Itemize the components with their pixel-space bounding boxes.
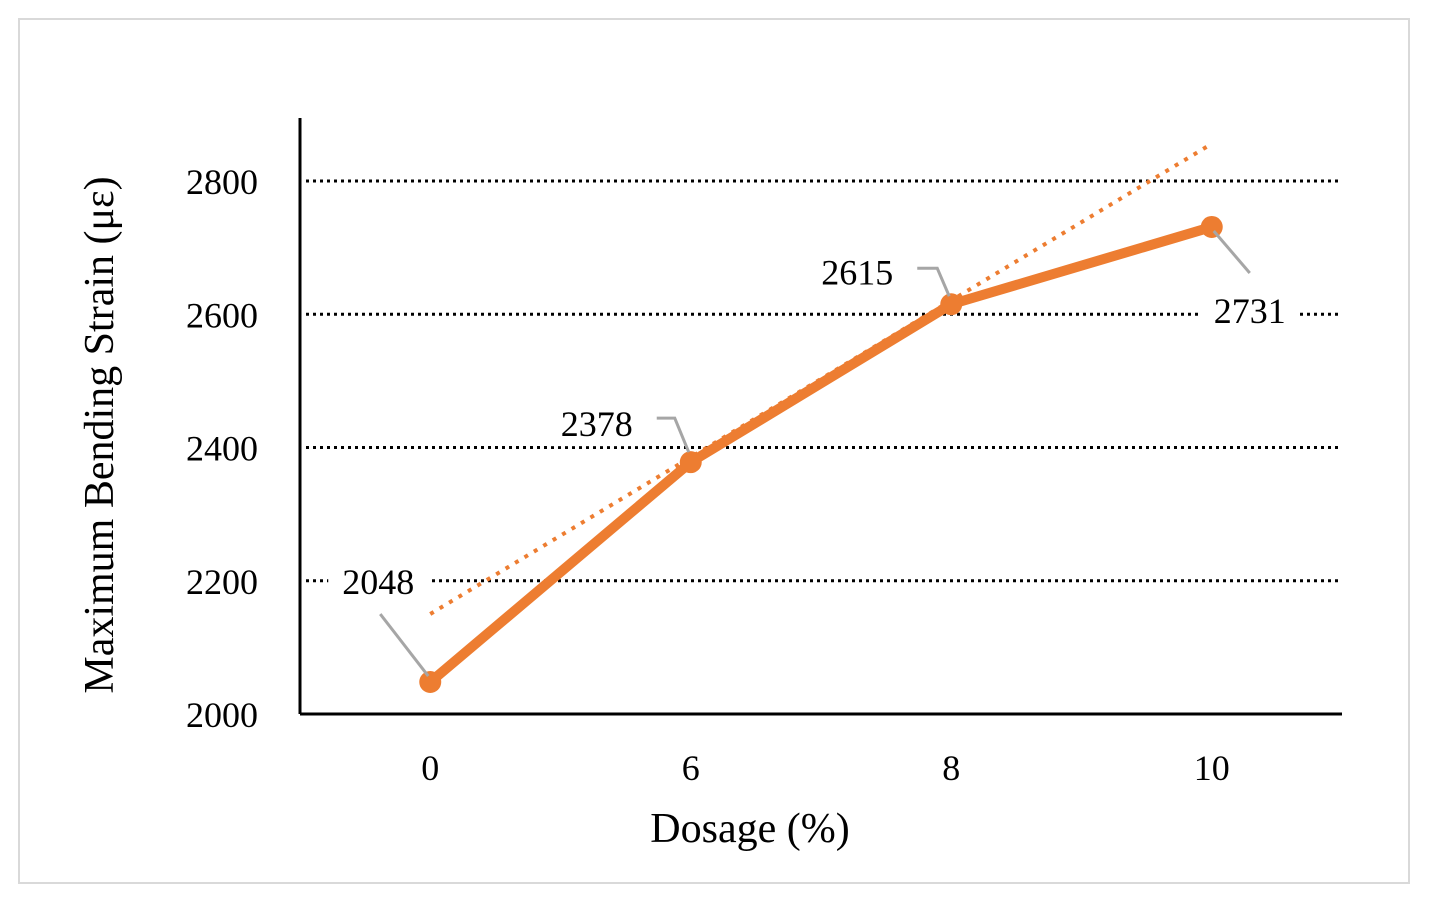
leader-line — [1212, 229, 1251, 274]
data-point — [940, 293, 963, 316]
data-label: 2378 — [561, 404, 633, 444]
series-group — [419, 215, 1223, 694]
data-label-background — [1199, 288, 1300, 333]
data-label-background — [328, 560, 429, 605]
data-label: 2731 — [1214, 291, 1286, 331]
x-axis-title: Dosage (%) — [650, 806, 849, 852]
data-label-background — [546, 402, 647, 447]
x-tick-label: 6 — [682, 748, 700, 788]
tick-labels: 2000 2200 2400 2600 2800 0 6 8 10 — [186, 162, 1230, 788]
leader-line — [656, 416, 691, 453]
trendline-group — [429, 142, 1213, 616]
leader-line — [379, 613, 430, 677]
leader-line — [917, 266, 951, 297]
y-tick-label: 2000 — [186, 695, 258, 735]
leader-lines — [379, 229, 1251, 677]
series-line — [425, 221, 1217, 688]
y-axis-title: Maximum Bending Strain (με) — [77, 176, 123, 693]
data-label: 2615 — [821, 252, 893, 292]
y-tick-label: 2600 — [186, 295, 258, 335]
x-tick-label: 0 — [421, 748, 439, 788]
data-labels: 2048 2378 2615 2731 — [328, 250, 1300, 605]
y-tick-label: 2400 — [186, 429, 258, 469]
data-label: 2048 — [342, 562, 414, 602]
data-label-background — [807, 250, 908, 295]
data-point — [1200, 215, 1223, 238]
x-tick-label: 10 — [1194, 748, 1230, 788]
axes — [298, 118, 1342, 716]
data-point — [419, 671, 442, 694]
data-point — [679, 451, 702, 474]
gridlines — [306, 179, 1342, 583]
x-tick-label: 8 — [942, 748, 960, 788]
y-tick-label: 2800 — [186, 162, 258, 202]
trendline — [429, 142, 1213, 616]
y-tick-label: 2200 — [186, 562, 258, 602]
